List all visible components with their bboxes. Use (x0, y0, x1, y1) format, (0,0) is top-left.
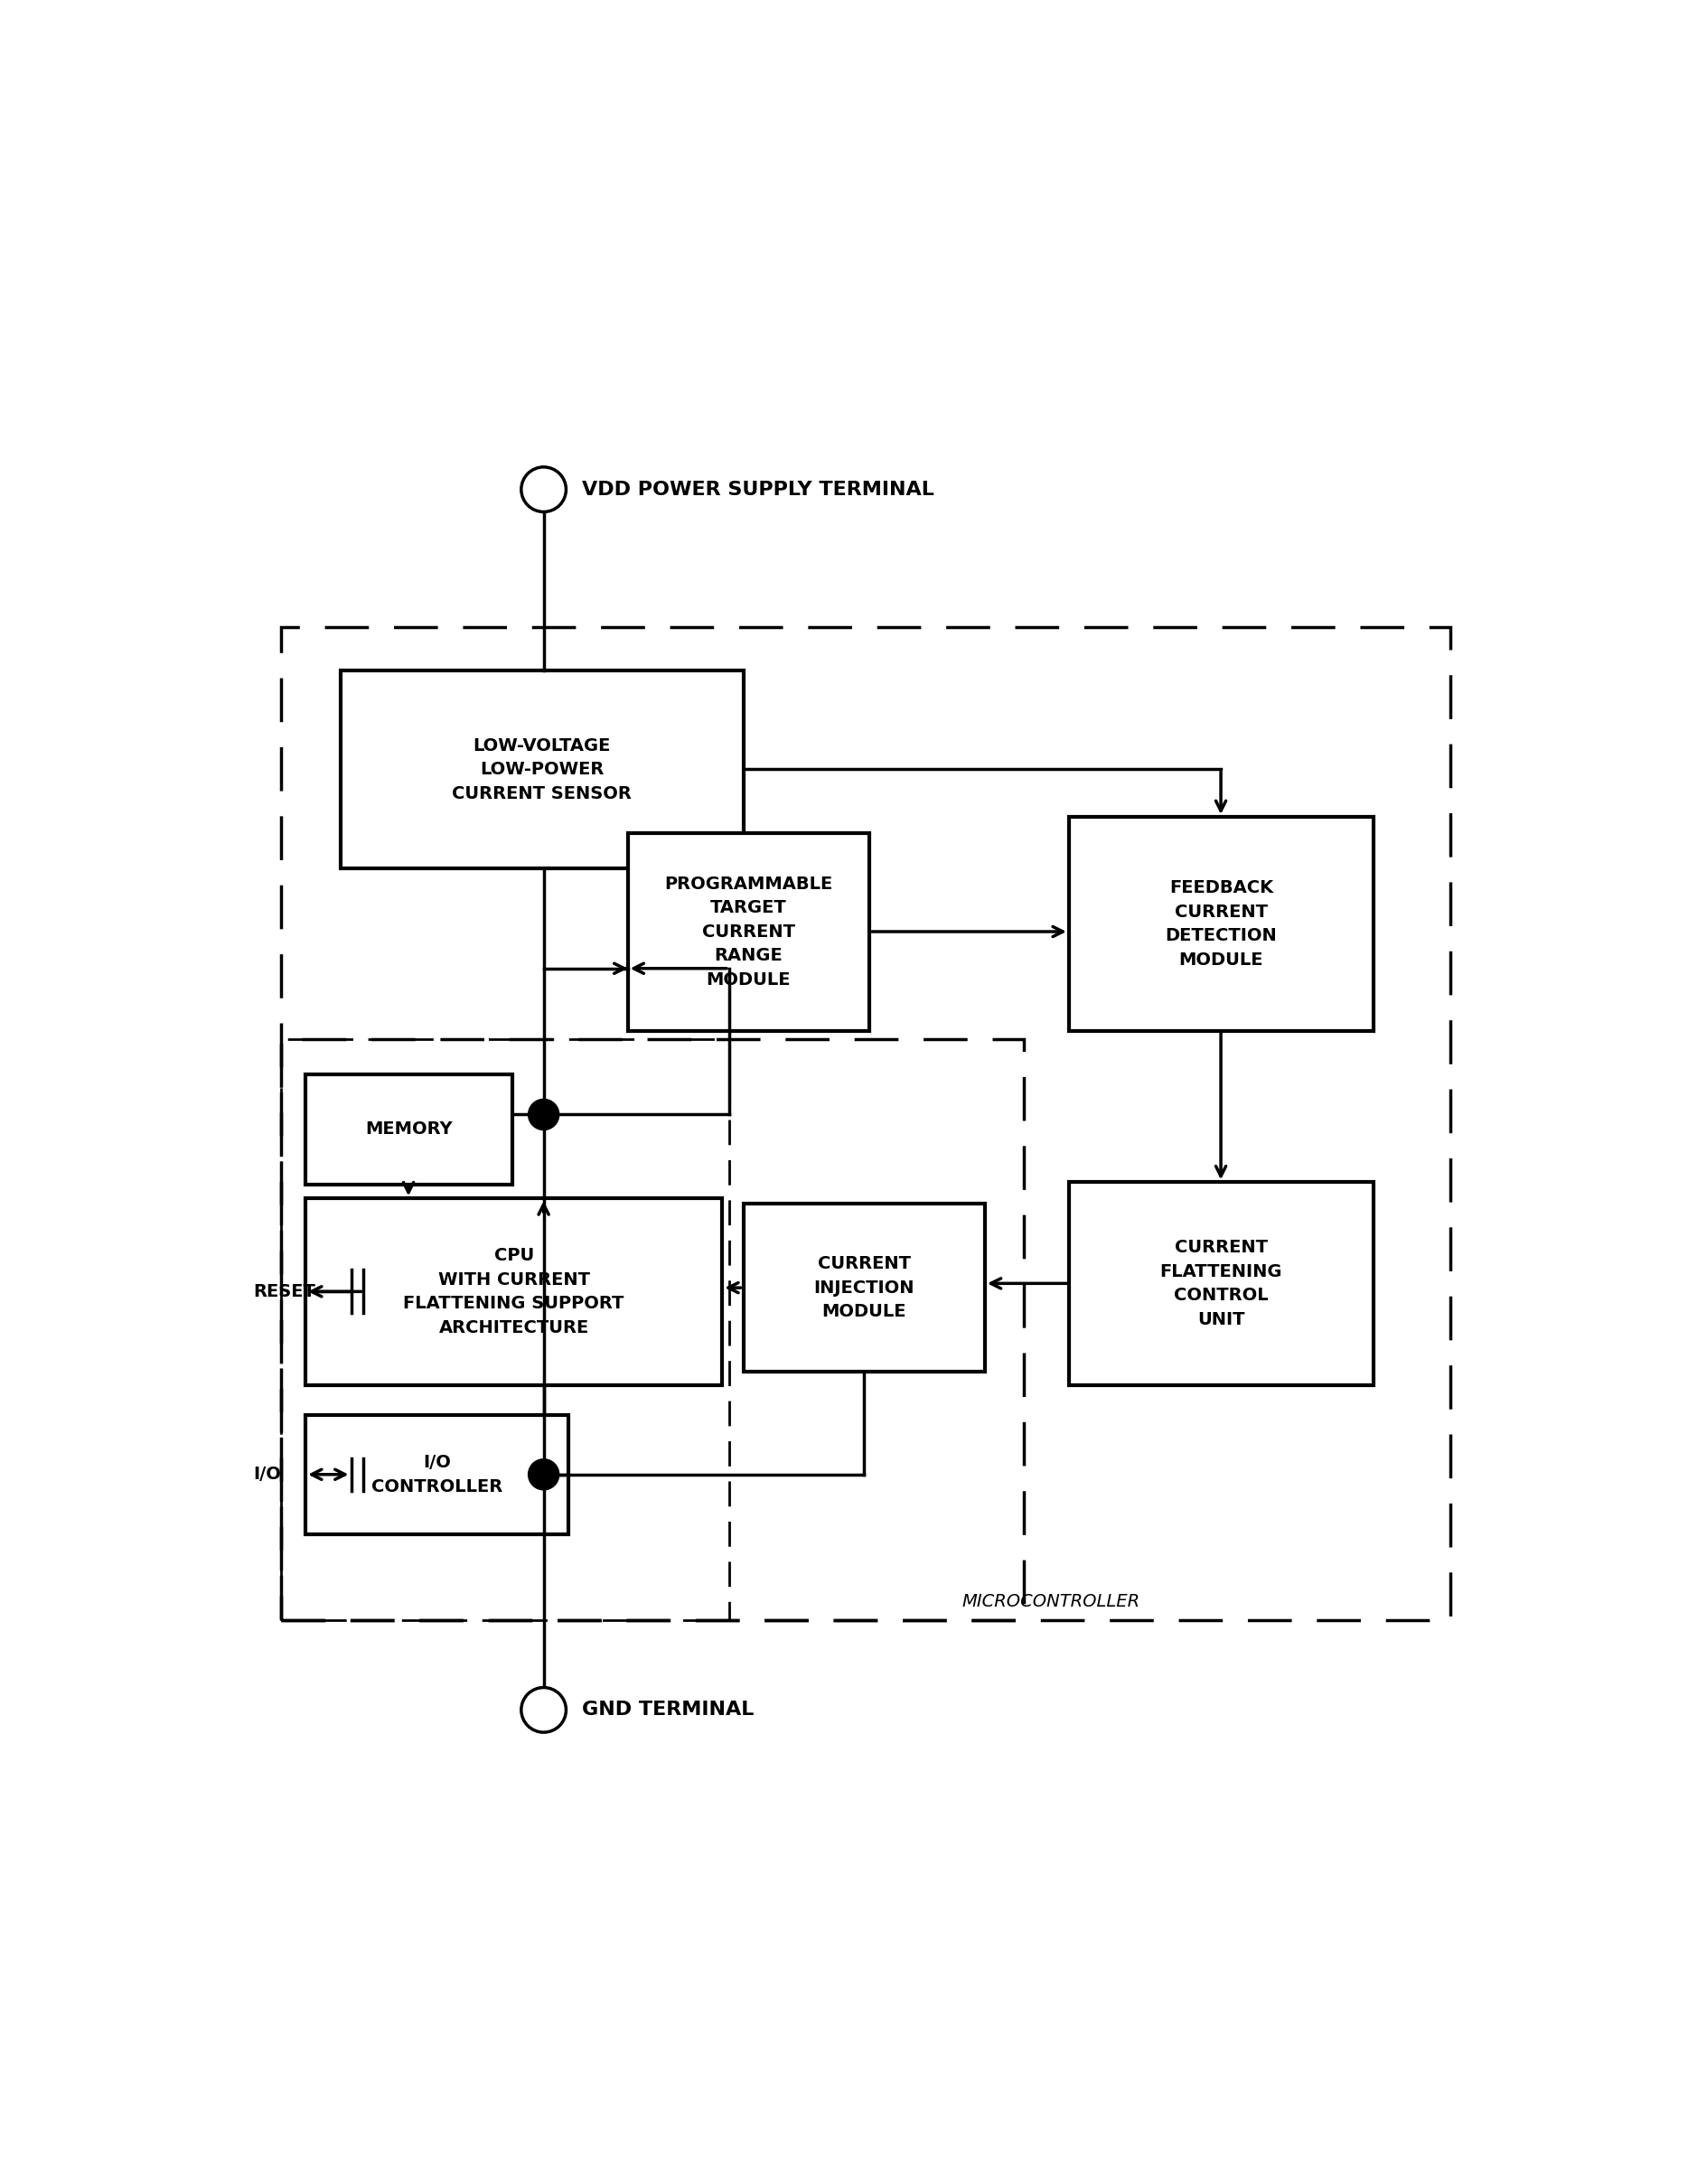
Text: CPU
WITH CURRENT
FLATTENING SUPPORT
ARCHITECTURE: CPU WITH CURRENT FLATTENING SUPPORT ARCH… (403, 1247, 625, 1337)
Circle shape (528, 1459, 559, 1489)
Text: CURRENT
FLATTENING
CONTROL
UNIT: CURRENT FLATTENING CONTROL UNIT (1160, 1238, 1283, 1328)
Text: RESET: RESET (253, 1282, 316, 1299)
Bar (1069, 1182, 1374, 1385)
Text: I/O
CONTROLLER: I/O CONTROLLER (371, 1455, 503, 1496)
Bar (306, 1199, 722, 1385)
Text: I/O: I/O (253, 1465, 280, 1483)
Bar (341, 670, 743, 869)
Bar (306, 1075, 511, 1186)
Bar (280, 1040, 1023, 1621)
Bar (280, 1040, 729, 1621)
Text: LOW-VOLTAGE
LOW-POWER
CURRENT SENSOR: LOW-VOLTAGE LOW-POWER CURRENT SENSOR (452, 736, 631, 802)
Bar (306, 1415, 569, 1533)
Circle shape (522, 467, 565, 511)
Text: CURRENT
INJECTION
MODULE: CURRENT INJECTION MODULE (814, 1256, 915, 1321)
Text: FEEDBACK
CURRENT
DETECTION
MODULE: FEEDBACK CURRENT DETECTION MODULE (1165, 880, 1278, 968)
Bar (743, 1203, 984, 1372)
Bar (280, 627, 1450, 1621)
Text: PROGRAMMABLE
TARGET
CURRENT
RANGE
MODULE: PROGRAMMABLE TARGET CURRENT RANGE MODULE (665, 876, 832, 989)
Circle shape (528, 1099, 559, 1129)
Circle shape (522, 1688, 565, 1732)
Text: MEMORY: MEMORY (365, 1120, 452, 1138)
Text: VDD POWER SUPPLY TERMINAL: VDD POWER SUPPLY TERMINAL (582, 480, 935, 498)
Text: MICROCONTROLLER: MICROCONTROLLER (962, 1592, 1141, 1610)
Text: GND TERMINAL: GND TERMINAL (582, 1701, 755, 1719)
Bar (1069, 817, 1374, 1031)
Bar (628, 832, 869, 1031)
